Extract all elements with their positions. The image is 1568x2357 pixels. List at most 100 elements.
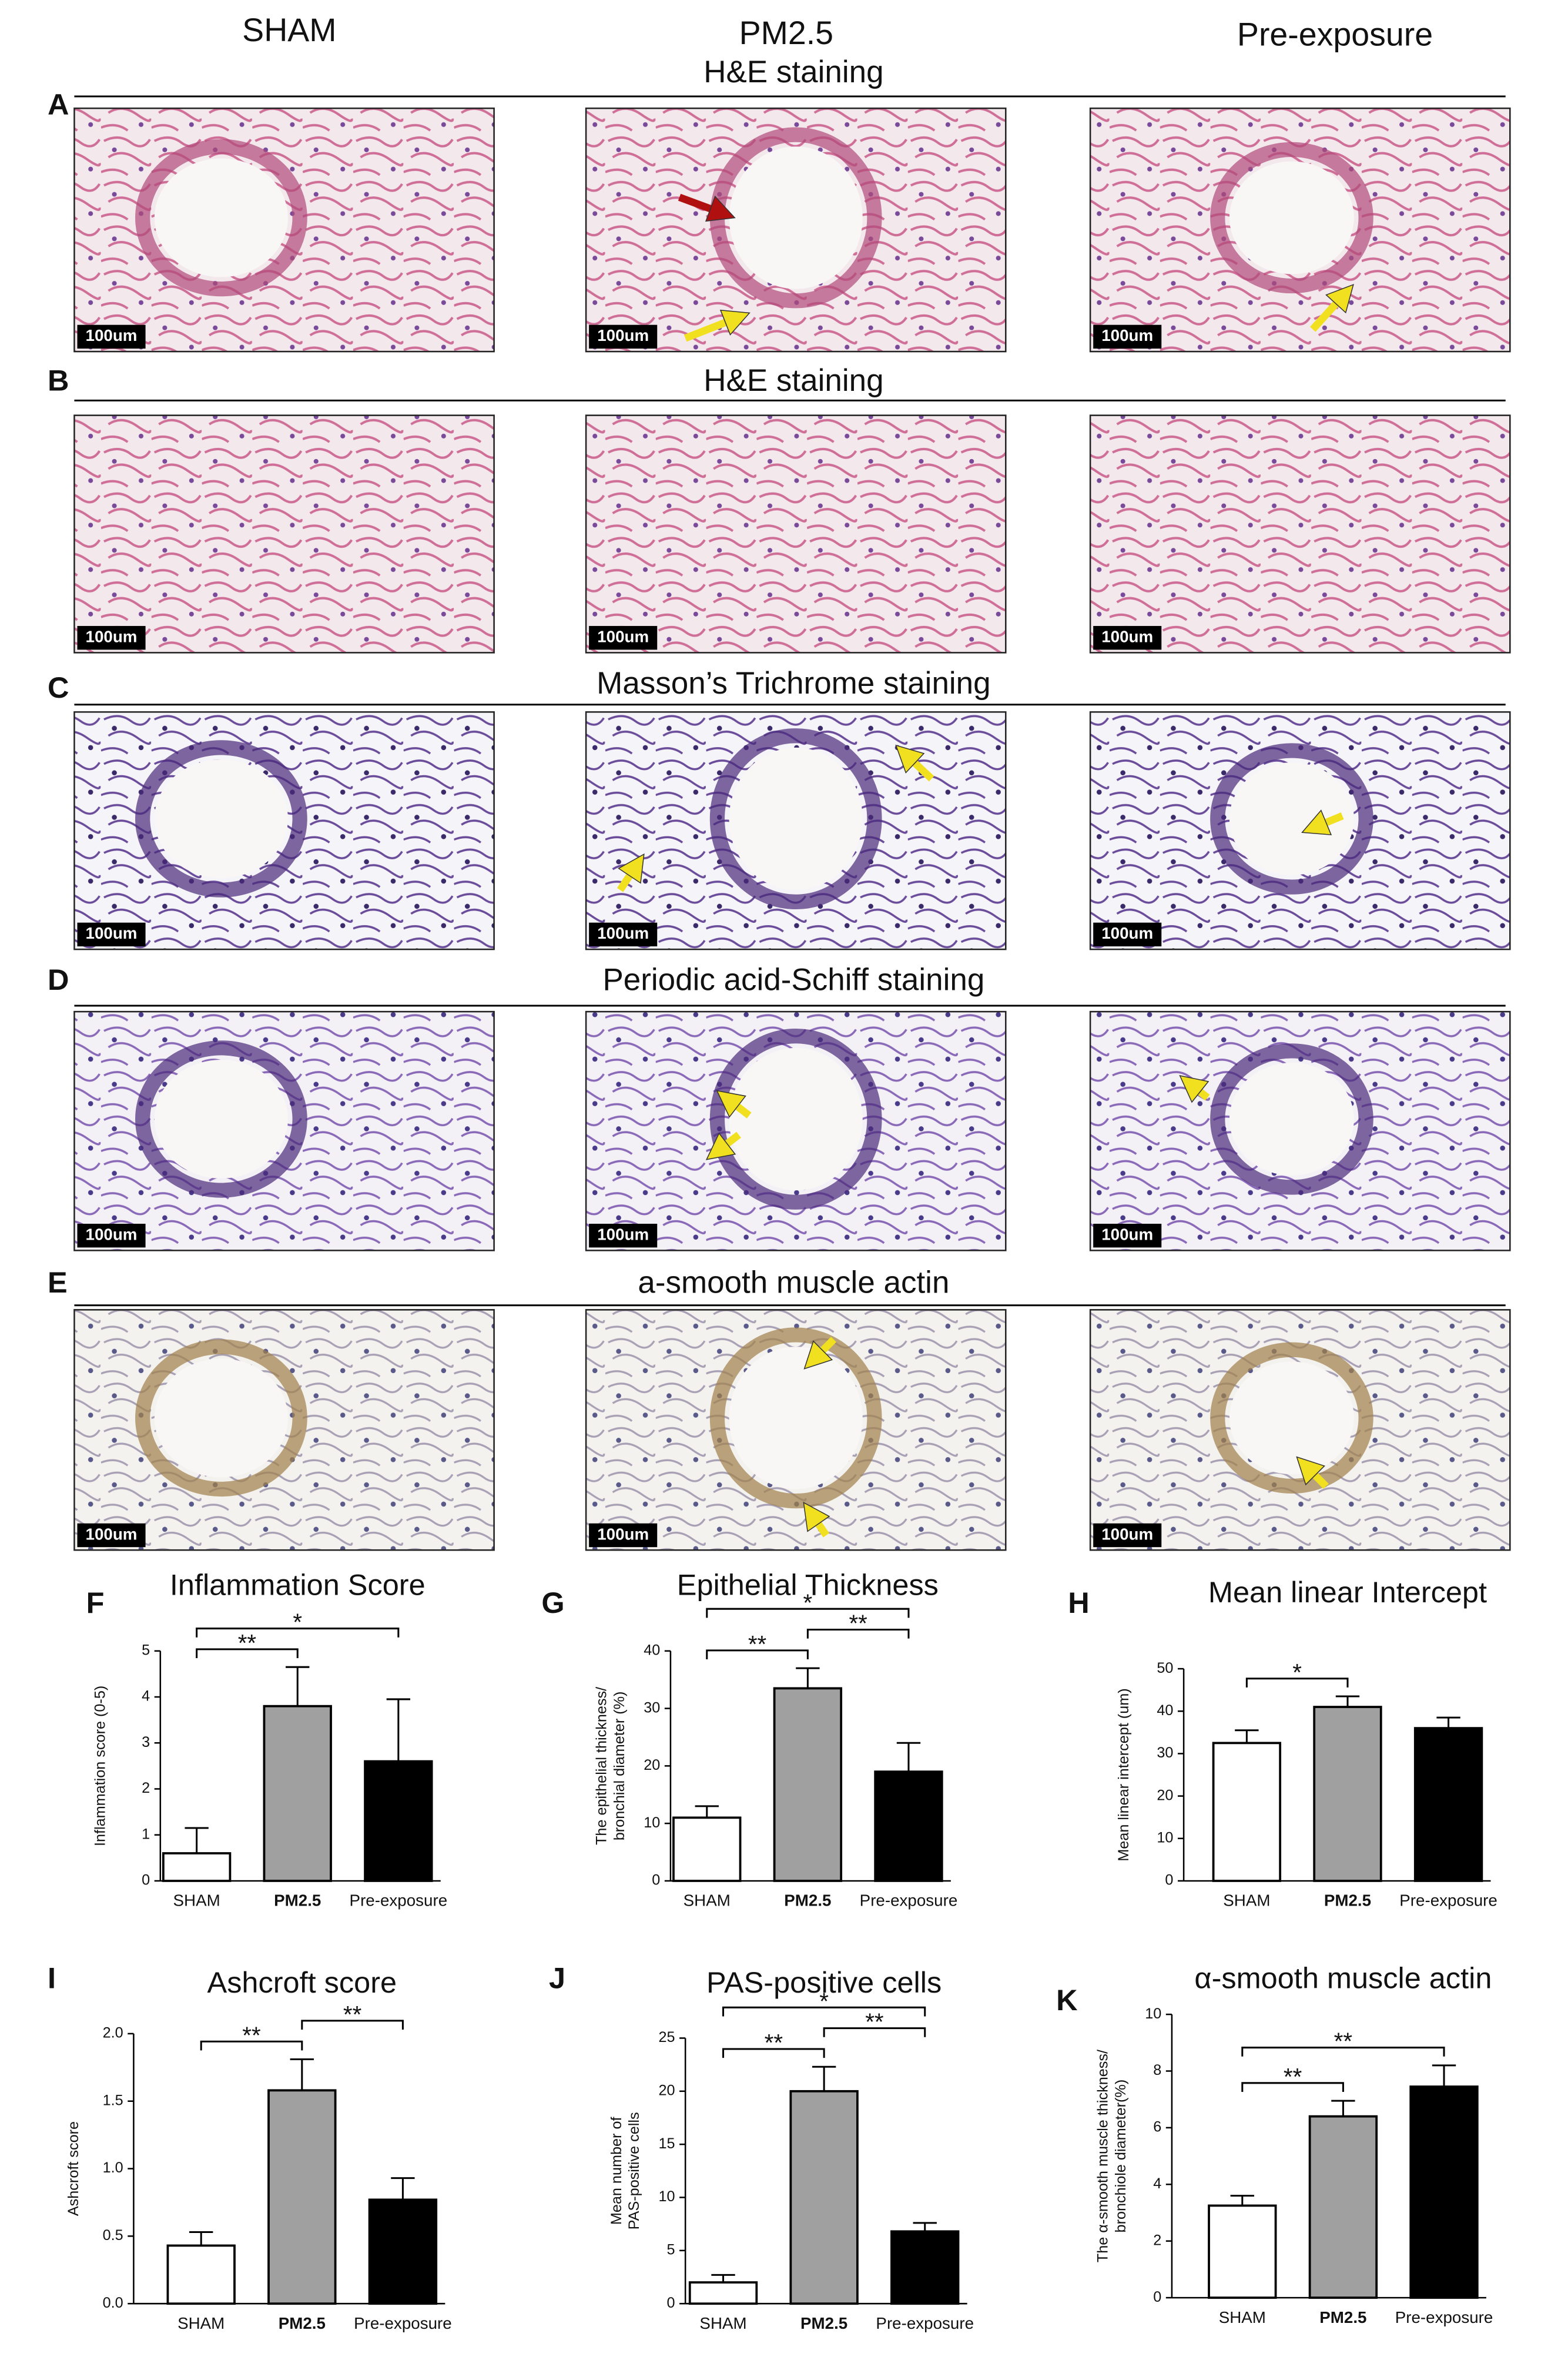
airway-lumen bbox=[1229, 161, 1354, 274]
x-tick-label: Pre-exposure bbox=[1399, 1891, 1497, 1910]
y-tick-label: 40 bbox=[644, 1642, 660, 1658]
bar bbox=[263, 1705, 332, 1882]
panel-letter: F bbox=[86, 1586, 105, 1619]
y-tick-label: 0.5 bbox=[103, 2227, 123, 2244]
bar bbox=[1212, 1742, 1282, 1882]
arrow-head bbox=[1296, 1456, 1325, 1486]
airway-lumen bbox=[154, 1060, 288, 1178]
scale-bar-box bbox=[1093, 625, 1162, 650]
airway-lumen bbox=[1229, 1361, 1354, 1475]
significance-label: * bbox=[1292, 1659, 1302, 1686]
scale-bar-box bbox=[77, 324, 146, 349]
significance-bracket bbox=[823, 2027, 926, 2037]
significance-label: ** bbox=[1334, 2028, 1353, 2055]
chart-title: Ashcroft score bbox=[207, 1966, 397, 1999]
y-tick-label: 0 bbox=[652, 1872, 660, 1889]
significance-bracket bbox=[196, 1628, 400, 1638]
panel-letter: C bbox=[48, 671, 69, 704]
significance-label: ** bbox=[849, 1610, 867, 1637]
significance-bracket bbox=[806, 1629, 910, 1639]
airway bbox=[135, 139, 307, 297]
y-tick-label: 10 bbox=[644, 1814, 660, 1831]
chart-title: Mean linear Intercept bbox=[1208, 1575, 1487, 1609]
significance-bracket bbox=[1241, 2082, 1344, 2092]
x-tick-label: Pre-exposure bbox=[354, 2314, 452, 2332]
histology-image bbox=[1089, 414, 1511, 654]
y-tick-label: 8 bbox=[1153, 2062, 1161, 2078]
column-header: Pre-exposure bbox=[1237, 16, 1433, 53]
panel-letter: B bbox=[48, 363, 69, 397]
arrow-head bbox=[705, 195, 736, 222]
arrow-head bbox=[618, 853, 645, 884]
column-header: PM2.5 bbox=[739, 15, 833, 51]
x-tick-label: Pre-exposure bbox=[1395, 2308, 1493, 2326]
x-tick-label: SHAM bbox=[177, 2314, 225, 2332]
x-tick-label: SHAM bbox=[1219, 2308, 1266, 2326]
significance-label: ** bbox=[1284, 2063, 1302, 2090]
airway bbox=[709, 728, 882, 909]
airway-lumen bbox=[154, 1358, 288, 1478]
y-tick-label: 40 bbox=[1157, 1702, 1173, 1719]
y-tick-label: 50 bbox=[1157, 1660, 1173, 1676]
y-axis-label: bronchial diameter (%) bbox=[611, 1692, 628, 1841]
scale-bar-box bbox=[77, 1223, 146, 1248]
bar bbox=[1308, 2115, 1378, 2299]
scale-bar-label: 100um bbox=[1101, 1226, 1153, 1244]
x-tick-label: PM2.5 bbox=[1324, 1891, 1371, 1910]
chart-title: Epithelial Thickness bbox=[677, 1568, 939, 1602]
y-tick-label: 1.0 bbox=[103, 2160, 123, 2176]
y-axis-label: Mean linear intercept (um) bbox=[1115, 1688, 1132, 1861]
y-tick-label: 4 bbox=[142, 1688, 150, 1705]
scale-bar-label: 100um bbox=[86, 1226, 138, 1244]
scale-bar-box bbox=[77, 1523, 146, 1548]
significance-label: * bbox=[293, 1609, 302, 1636]
y-tick-label: 10 bbox=[1145, 2006, 1161, 2022]
y-tick-label: 1.5 bbox=[103, 2092, 123, 2108]
significance-label: ** bbox=[238, 1629, 257, 1656]
x-tick-label: Pre-exposure bbox=[860, 1891, 958, 1910]
scale-bar-label: 100um bbox=[597, 1525, 649, 1543]
significance-bracket bbox=[196, 1648, 299, 1659]
arrow-head bbox=[1179, 1074, 1209, 1103]
y-tick-label: 1 bbox=[142, 1826, 150, 1842]
y-axis-label: The epithelial thickness/ bbox=[594, 1687, 610, 1845]
y-tick-label: 20 bbox=[1157, 1787, 1173, 1803]
arrow-head bbox=[895, 744, 925, 774]
histology-image bbox=[585, 414, 1007, 654]
scale-bar-box bbox=[77, 922, 146, 947]
y-axis-label: Inflammation score (0-5) bbox=[92, 1686, 109, 1846]
airway bbox=[1210, 142, 1373, 294]
significance-bracket bbox=[200, 2040, 303, 2051]
panel-title: H&E staining bbox=[703, 363, 883, 398]
y-axis-label: bronchiole diameter(%) bbox=[1113, 2080, 1129, 2233]
panel-title: Masson’s Trichrome staining bbox=[597, 666, 990, 701]
scale-bar-box bbox=[589, 625, 658, 650]
y-tick-label: 15 bbox=[658, 2135, 675, 2152]
scale-bar-box bbox=[589, 1523, 658, 1548]
panel-title: H&E staining bbox=[703, 55, 883, 89]
y-tick-label: 2 bbox=[142, 1780, 150, 1796]
arrow-head bbox=[719, 309, 751, 336]
significance-label: ** bbox=[865, 2008, 884, 2035]
bar bbox=[162, 1852, 232, 1882]
airway bbox=[1210, 743, 1373, 895]
y-axis-label: Mean number of bbox=[608, 2117, 625, 2225]
arrow-head bbox=[1325, 283, 1354, 314]
scale-bar-box bbox=[1093, 922, 1162, 947]
airway bbox=[709, 1029, 882, 1210]
scale-bar-label: 100um bbox=[1101, 1525, 1153, 1543]
significance-bracket bbox=[301, 2020, 404, 2030]
scale-bar-box bbox=[589, 922, 658, 947]
significance-label: * bbox=[819, 1987, 829, 2014]
y-axis-label: The α-smooth muscle thickness/ bbox=[1095, 2050, 1111, 2262]
y-tick-label: 5 bbox=[142, 1642, 150, 1658]
significance-bracket bbox=[1241, 2047, 1445, 2057]
airway bbox=[135, 1040, 307, 1198]
y-tick-label: 10 bbox=[1157, 1829, 1173, 1846]
panel-title: a-smooth muscle actin bbox=[638, 1265, 949, 1300]
scale-bar-label: 100um bbox=[597, 627, 649, 645]
panel-letter: H bbox=[1068, 1586, 1089, 1619]
y-tick-label: 0.0 bbox=[103, 2295, 123, 2311]
scale-bar-label: 100um bbox=[1101, 627, 1153, 645]
x-tick-label: SHAM bbox=[173, 1891, 220, 1910]
